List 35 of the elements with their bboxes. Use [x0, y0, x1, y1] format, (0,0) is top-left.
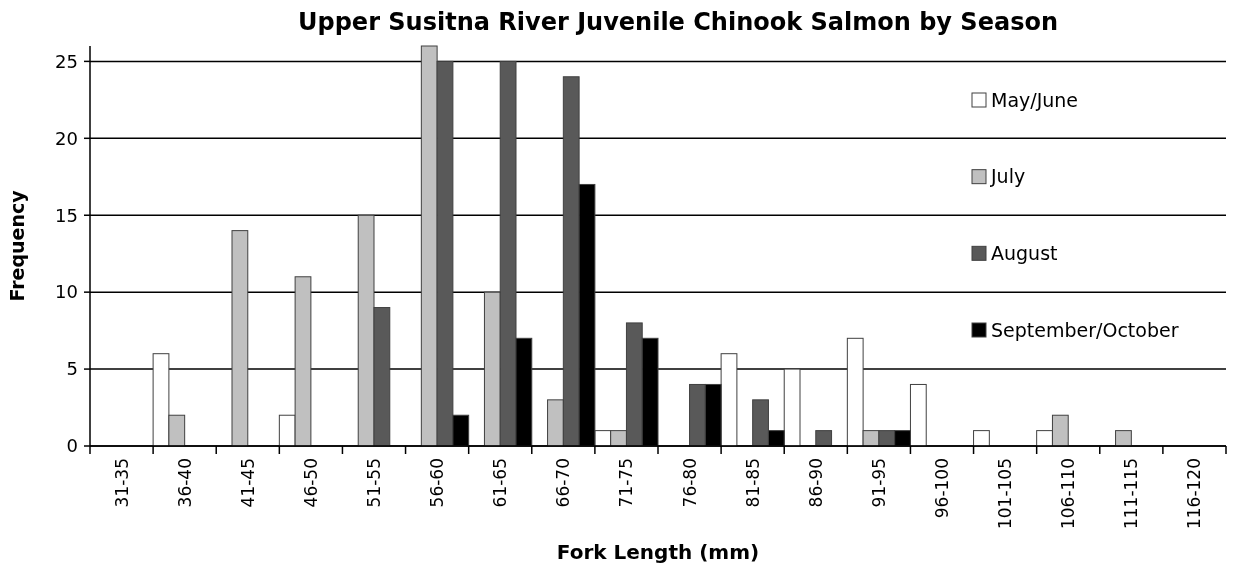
y-axis-title: Frequency	[6, 189, 28, 302]
y-tick-label: 20	[55, 127, 78, 149]
y-tick-label: 25	[55, 50, 78, 72]
y-tick-label: 0	[66, 435, 78, 457]
legend-label: May/June	[991, 88, 1079, 111]
bar	[1115, 430, 1132, 447]
x-tick-label: 51-55	[363, 458, 384, 508]
bar	[973, 430, 990, 447]
x-tick-label: 71-75	[616, 458, 637, 508]
bar	[815, 430, 833, 447]
x-tick-label: 106-110	[1058, 458, 1079, 530]
x-tick-label: 46-50	[300, 458, 321, 508]
y-tick-label: 5	[66, 358, 78, 380]
x-tick-label: 86-90	[805, 458, 826, 508]
x-tick-label: 36-40	[174, 458, 195, 508]
x-tick-label: 66-70	[553, 458, 574, 508]
x-tick-label: 101-105	[995, 458, 1016, 530]
bar	[231, 230, 249, 447]
x-tick-label: 96-100	[931, 458, 952, 519]
x-tick-label: 91-95	[868, 458, 889, 508]
x-tick-label: 116-120	[1184, 458, 1205, 530]
legend-label: August	[991, 241, 1058, 264]
x-axis-title: Fork Length (mm)	[556, 540, 760, 564]
y-tick-label: 15	[55, 204, 78, 226]
y-tick-label: 10	[55, 281, 78, 303]
x-tick-label: 41-45	[237, 458, 258, 508]
x-tick-label: 56-60	[427, 458, 448, 508]
x-tick-label: 76-80	[679, 458, 700, 508]
x-tick-label: 61-65	[490, 458, 511, 508]
chart-title: Upper Susitna River Juvenile Chinook Salmon by Season	[298, 8, 1058, 36]
legend-label: July	[990, 165, 1026, 188]
x-tick-label: 111-115	[1121, 458, 1142, 530]
x-tick-label: 31-35	[111, 458, 132, 508]
x-tick-label: 81-85	[742, 458, 763, 508]
legend-label: September/October	[991, 318, 1179, 341]
